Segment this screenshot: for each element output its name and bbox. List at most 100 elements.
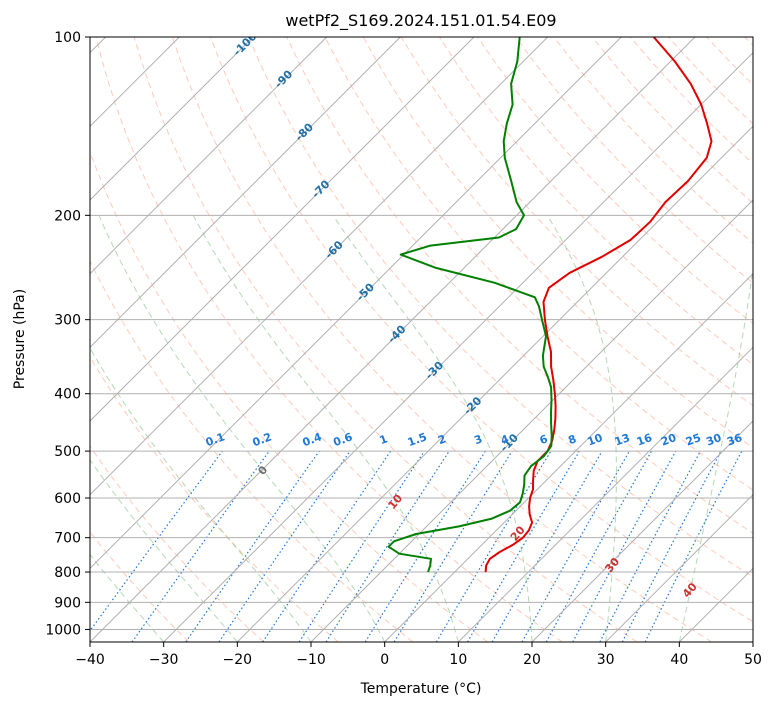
- dry-adiabat-line: [133, 37, 638, 642]
- mixing-ratio-label: 0.4: [301, 430, 324, 449]
- dewpoint-trace: [387, 37, 553, 573]
- line-labels: -100-90-80-70-60-50-40-30-20-100.1 0.2 0.4…: [204, 30, 744, 600]
- isotherm-label: -70: [309, 177, 332, 200]
- mixing-ratio-line: [521, 450, 631, 642]
- y-tick-label: 600: [54, 491, 81, 507]
- isotherm-label: -30: [423, 359, 446, 382]
- mixing-ratio-line: [325, 450, 450, 642]
- dry-adiabat-line: [744, 37, 753, 47]
- isotherm-line: [90, 37, 696, 642]
- isotherm-line: [236, 125, 753, 642]
- moist-adiabat-label: 10: [385, 492, 405, 512]
- isotherm-line: [457, 346, 753, 642]
- mixing-ratio-label: 8: [566, 432, 578, 447]
- dry-adiabat-line: [90, 259, 414, 642]
- mixing-ratio-label: 10: [586, 431, 605, 449]
- isotherm-line: [90, 37, 328, 275]
- dry-adiabat-line: [90, 531, 190, 642]
- mixing-ratio-line: [131, 450, 270, 642]
- plot-frame: [89, 36, 754, 643]
- isotherm-line: [752, 641, 753, 642]
- mixing-ratio-label: 16: [635, 431, 654, 449]
- grid-lines: [90, 37, 753, 642]
- mixing-ratio-label: 20: [659, 431, 678, 449]
- x-tick-label: 50: [744, 652, 762, 668]
- isotherm-label: -80: [293, 120, 316, 143]
- isotherm-line: [678, 567, 753, 642]
- moist-adiabat-line: [90, 553, 165, 642]
- mixing-ratio-line: [393, 450, 513, 642]
- mixing-ratio-label: 2: [436, 432, 448, 447]
- isotherm-label: -40: [385, 322, 408, 345]
- y-tick-label: 1000: [45, 622, 81, 638]
- isotherm-line: [90, 37, 549, 496]
- mixing-ratio-label: 0.6: [332, 430, 355, 449]
- axes: −40 −30 −20 −10 0 10 20 30 40 5010020030040050060…: [45, 30, 762, 668]
- mixing-ratio-label: 3: [472, 432, 484, 447]
- y-tick-label: 500: [54, 444, 81, 460]
- dry-adiabat-line: [668, 37, 753, 125]
- x-tick-label: 10: [449, 652, 467, 668]
- x-tick-label: −10: [296, 652, 326, 668]
- dry-adiabat-line: [90, 356, 339, 642]
- y-tick-label: 700: [54, 531, 81, 547]
- x-axis-label: Temperature (°C): [360, 681, 482, 697]
- isotherm-line: [605, 493, 753, 642]
- mixing-ratio-line: [298, 450, 425, 642]
- y-tick-label: 200: [54, 208, 81, 224]
- mixing-ratio-label: 25: [684, 431, 703, 448]
- dry-adiabat-line: [591, 37, 753, 204]
- isotherm-line: [90, 37, 475, 422]
- dry-adiabat-line: [210, 37, 753, 623]
- mixing-ratio-line: [644, 450, 743, 642]
- mixing-ratio-label: 4: [499, 432, 511, 447]
- mixing-ratio-label: 1.5: [406, 430, 429, 449]
- mixing-ratio-label: 13: [613, 431, 632, 448]
- isotherm-line: [531, 420, 753, 642]
- moist-adiabat-label: 0: [255, 463, 270, 477]
- x-tick-label: 0: [380, 652, 389, 668]
- mixing-ratio-line: [218, 450, 351, 642]
- y-axis-label: Pressure (hPa): [12, 289, 28, 389]
- moist-adiabat-line: [546, 215, 617, 642]
- mixing-ratio-line: [262, 450, 392, 642]
- dry-adiabat-line: [706, 37, 753, 86]
- y-tick-label: 100: [54, 30, 81, 46]
- mixing-ratio-line: [545, 450, 653, 642]
- dry-adiabat-line: [171, 37, 712, 642]
- isotherm-label: -100: [231, 30, 260, 59]
- isotherm-line: [90, 37, 401, 349]
- y-tick-label: 900: [54, 595, 81, 611]
- dry-adiabat-line: [553, 37, 753, 244]
- isotherm-line: [310, 199, 753, 642]
- x-tick-label: −20: [223, 652, 253, 668]
- x-tick-label: 40: [670, 652, 688, 668]
- background-lines: [90, 37, 753, 642]
- isotherm-line: [90, 37, 254, 201]
- sounding-traces: [387, 37, 713, 573]
- moist-adiabat-label: 40: [680, 580, 700, 600]
- mixing-ratio-line: [90, 450, 223, 632]
- mixing-ratio-line: [185, 450, 320, 642]
- temperature-trace: [484, 37, 713, 573]
- isotherm-line: [90, 37, 622, 570]
- mixing-ratio-label: 6: [538, 432, 550, 447]
- chart-title: wetPf2_S169.2024.151.01.54.E09: [285, 11, 556, 31]
- y-tick-label: 800: [54, 565, 81, 581]
- moist-adiabat-line: [678, 263, 753, 642]
- x-tick-label: 20: [523, 652, 541, 668]
- dry-adiabat-line: [324, 37, 753, 491]
- y-tick-label: 300: [54, 313, 81, 329]
- mixing-ratio-line: [572, 450, 677, 642]
- dry-adiabat-line: [248, 37, 753, 578]
- dry-adiabat-line: [515, 37, 753, 284]
- isotherm-line: [163, 51, 753, 642]
- moist-adiabat-line: [332, 215, 533, 642]
- mixing-ratio-label: 0.1: [204, 430, 227, 449]
- mixing-ratio-label: 30: [704, 431, 723, 449]
- dry-adiabat-line: [90, 150, 488, 642]
- dry-adiabat-line: [95, 37, 563, 642]
- moist-adiabat-line: [98, 215, 386, 642]
- mixing-ratio-label: 0.2: [251, 430, 274, 449]
